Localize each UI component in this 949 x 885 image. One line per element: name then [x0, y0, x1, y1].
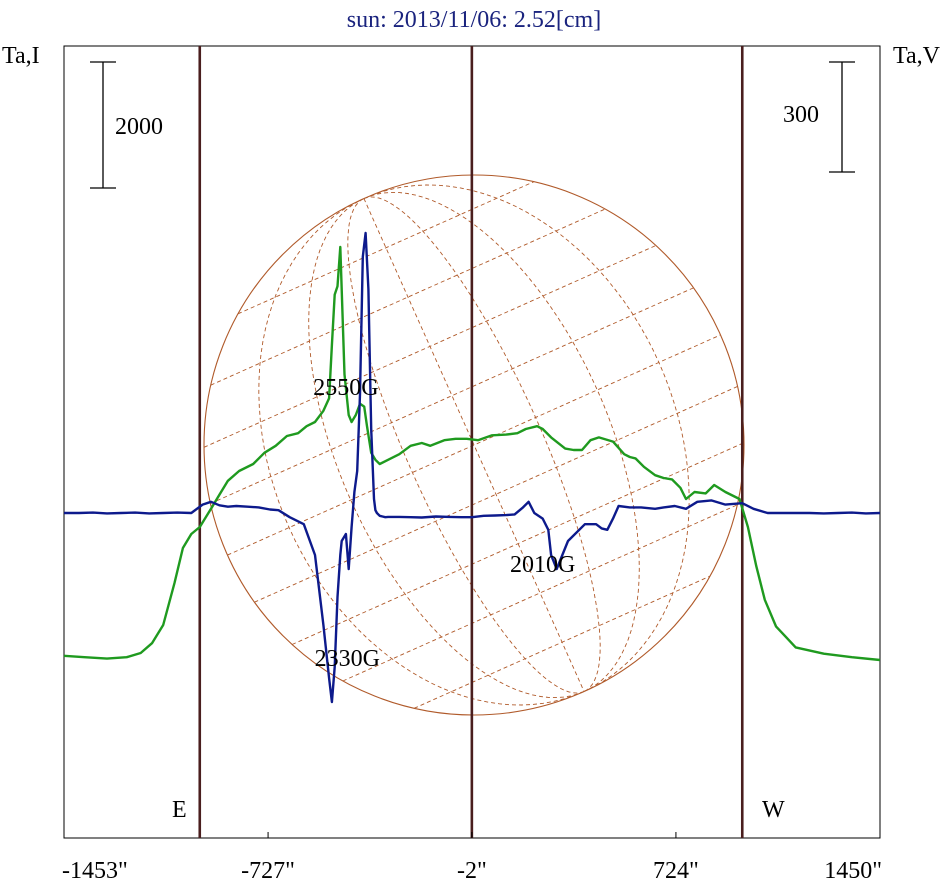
left-scale-bar	[90, 61, 116, 189]
solar-disk-grid	[203, 174, 745, 716]
limb-and-center-lines	[198, 46, 744, 838]
x-tick-label: 1450"	[824, 858, 882, 884]
right-axis-label: Ta,V	[893, 43, 941, 69]
left-axis-label: Ta,I	[2, 43, 40, 69]
central-meridian	[363, 198, 585, 692]
series-lines	[63, 231, 881, 704]
longitude-line	[363, 184, 690, 692]
longitude-line	[258, 198, 585, 706]
chart-title: sun: 2013/11/06: 2.52[cm]	[347, 7, 601, 33]
longitude-line	[347, 198, 585, 694]
field-strength-annotation: 2010G	[510, 552, 575, 578]
x-tick-label: 724"	[653, 858, 699, 884]
latitude-line	[237, 181, 535, 315]
field-annotations: 2550G 2330G 2010G	[313, 375, 575, 672]
left-scale-bar-label: 2000	[115, 114, 163, 140]
right-scale-bar-label: 300	[783, 102, 819, 128]
west-limb-label: W	[762, 797, 785, 823]
x-axis-ticks: -1453" -727" -2" 724" 1450"	[62, 832, 882, 884]
east-limb-label: E	[172, 797, 187, 823]
x-tick-label: -727"	[241, 858, 295, 884]
field-strength-annotation: 2550G	[313, 375, 378, 401]
longitude-line	[363, 191, 640, 692]
longitude-line	[363, 196, 601, 692]
x-tick-label: -1453"	[62, 858, 128, 884]
field-strength-annotation: 2330G	[315, 646, 380, 672]
stokes-i-line	[63, 245, 881, 662]
x-tick-label: -2"	[457, 858, 487, 884]
longitude-line	[308, 198, 585, 699]
latitude-line	[210, 208, 606, 386]
solar-disk-limb	[203, 174, 745, 716]
disk-coordinate-grid	[204, 181, 744, 709]
latitude-line	[342, 504, 738, 682]
latitude-line	[210, 287, 694, 504]
right-scale-bar	[829, 61, 855, 173]
stokes-v-line	[64, 231, 881, 704]
